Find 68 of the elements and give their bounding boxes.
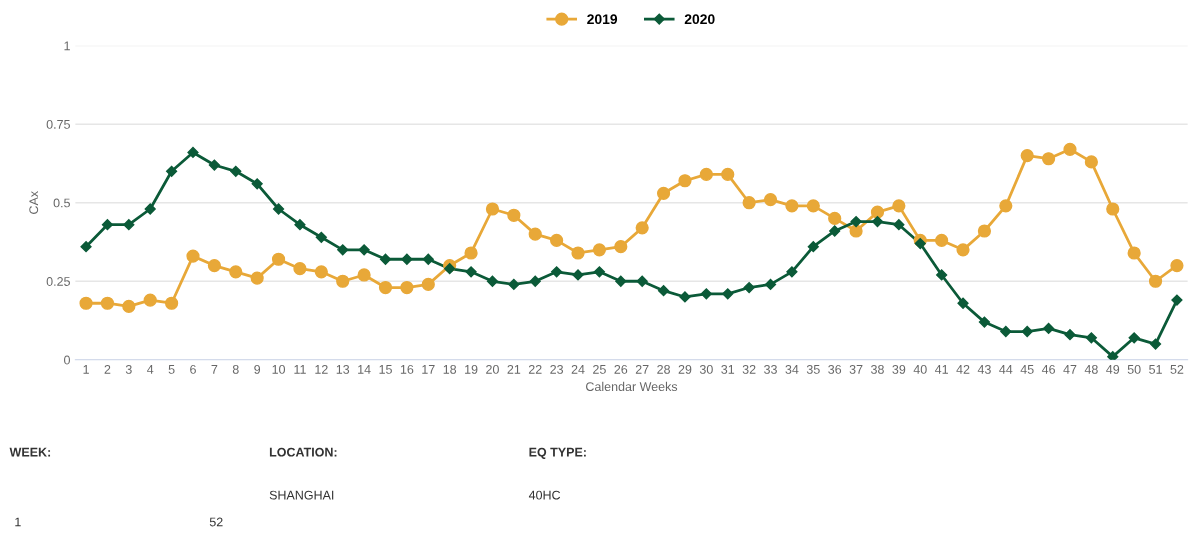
legend-label: 2019	[587, 14, 618, 25]
x-tick-label: 30	[699, 364, 713, 374]
x-tick-label: 11	[294, 365, 306, 374]
x-tick-label: 5	[168, 365, 175, 374]
x-tick-label: 18	[443, 364, 457, 374]
x-tick-label: 12	[315, 364, 328, 374]
x-tick-label: 28	[657, 364, 670, 374]
x-tick-label: 8	[232, 364, 239, 374]
x-tick-label: 40	[913, 364, 927, 374]
text: 40HC	[528, 490, 561, 500]
legend-label: 2020	[684, 14, 715, 25]
x-tick-label: 9	[254, 364, 261, 374]
y-axis-title: CAx	[29, 191, 39, 214]
y-tick-label: 0.75	[46, 119, 70, 129]
x-tick-label: 50	[1127, 364, 1141, 374]
x-tick-label: 36	[828, 364, 842, 374]
y-tick-label: 1	[64, 41, 70, 51]
x-tick-label: 44	[999, 365, 1013, 374]
x-tick-label: 26	[614, 364, 628, 374]
x-tick-label: 16	[400, 364, 414, 374]
x-tick-label: 39	[892, 364, 906, 374]
x-tick-label: 22	[528, 364, 542, 374]
x-tick-label: 29	[678, 364, 692, 374]
x-tick-label: 6	[190, 364, 196, 374]
x-tick-label: 27	[635, 364, 649, 374]
x-tick-label: 47	[1063, 365, 1077, 374]
x-tick-label: 3	[125, 364, 132, 374]
x-tick-label: 46	[1041, 364, 1055, 374]
x-tick-label: 41	[934, 365, 948, 374]
y-tick-label: 0.25	[46, 277, 70, 286]
x-tick-label: 48	[1084, 364, 1098, 374]
x-tick-label: 23	[550, 364, 564, 374]
x-tick-label: 24	[571, 364, 585, 374]
x-tick-label: 33	[764, 364, 777, 374]
text: EQ TYPE:	[529, 447, 586, 459]
y-tick-label: 0	[64, 355, 70, 365]
text: 52	[209, 517, 223, 527]
x-tick-label: 49	[1106, 364, 1120, 374]
text: WEEK:	[9, 447, 51, 457]
x-tick-label: 17	[422, 365, 435, 374]
x-tick-label: 2	[104, 364, 111, 374]
x-tick-label: 31	[721, 364, 735, 374]
x-tick-label: 13	[336, 364, 350, 374]
y-tick-label: 0.5	[53, 198, 70, 208]
x-tick-label: 14	[358, 365, 371, 374]
x-axis-title: Calendar Weeks	[586, 381, 678, 392]
x-tick-label: 10	[272, 364, 286, 374]
x-tick-label: 34	[785, 364, 799, 374]
x-tick-label: 32	[742, 364, 756, 374]
x-tick-label: 52	[1170, 364, 1184, 374]
x-tick-label: 35	[806, 364, 820, 374]
x-tick-label: 37	[849, 364, 863, 374]
text: 1	[15, 517, 21, 527]
x-tick-label: 15	[379, 365, 392, 374]
x-tick-label: 19	[465, 364, 478, 374]
text: LOCATION:	[269, 447, 337, 457]
x-tick-label: 38	[871, 364, 884, 374]
x-tick-label: 51	[1149, 365, 1162, 374]
x-tick-label: 4	[147, 365, 154, 374]
x-tick-label: 1	[83, 365, 89, 374]
x-tick-label: 43	[977, 364, 991, 374]
x-tick-label: 25	[593, 364, 606, 374]
x-tick-label: 42	[956, 364, 970, 374]
x-tick-label: 45	[1020, 365, 1034, 374]
x-tick-label: 7	[211, 365, 218, 374]
x-tick-label: 21	[507, 364, 521, 374]
text: SHANGHAI	[269, 490, 334, 500]
x-tick-label: 20	[486, 364, 499, 374]
